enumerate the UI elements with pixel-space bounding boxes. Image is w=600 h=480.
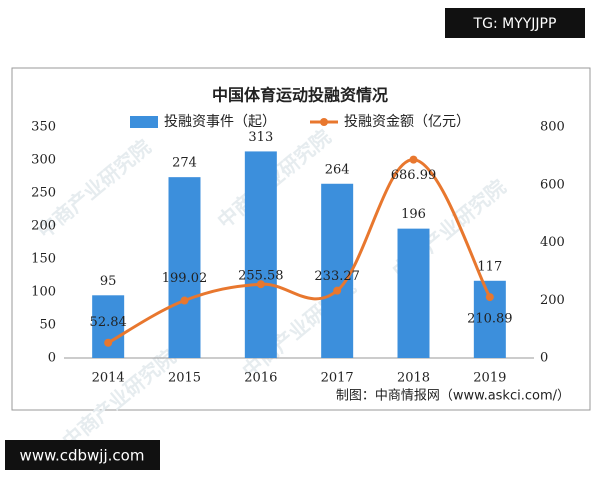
line-value-label: 52.84 [90,315,127,330]
line-value-label: 210.89 [467,312,513,327]
legend-label: 投融资事件（起） [164,114,276,130]
chart-frame [11,67,591,411]
y-tick-label: 150 [31,252,56,267]
line-value-label: 199.02 [162,271,208,286]
legend-swatch [130,116,158,128]
bar-value-label: 264 [325,162,350,177]
legend-dot [320,118,328,126]
x-tick-label: 2019 [473,371,506,386]
line-value-label: 255.58 [238,269,284,284]
y2-tick-label: 0 [540,351,548,366]
x-tick-label: 2016 [244,371,277,386]
x-tick-label: 2018 [397,371,430,386]
line-point [485,293,494,302]
bar-value-label: 274 [172,156,197,171]
bottom-left-badge [5,440,160,470]
x-tick-label: 2015 [168,371,201,386]
source-note: 制图：中商情报网（www.askci.com/） [336,389,570,404]
top-right-text: TG: MYYJJPP [473,16,557,32]
y-tick-label: 200 [31,219,56,234]
y2-tick-label: 200 [540,293,565,308]
x-tick-label: 2017 [321,371,354,386]
x-tick-label: 2014 [92,371,125,386]
bar [244,151,277,358]
y2-tick-label: 400 [540,235,565,250]
y-tick-label: 300 [31,153,56,168]
y2-tick-label: 800 [540,120,565,135]
bar-value-label: 95 [100,274,117,289]
top-right-badge [445,8,585,38]
line-point [409,155,418,164]
bar-value-label: 313 [248,130,273,145]
bar-value-label: 196 [401,207,426,222]
line-point [104,338,113,347]
legend-label: 投融资金额（亿元） [344,114,470,130]
chart-title: 中国体育运动投融资情况 [212,86,388,105]
y-tick-label: 250 [31,186,56,201]
y2-tick-label: 600 [540,177,565,192]
bar [321,183,354,358]
y-tick-label: 50 [39,318,56,333]
bar [168,177,201,358]
bottom-left-text: www.cdbwjj.com [20,447,145,465]
bar [92,295,125,358]
bar [397,228,430,358]
line-point [180,296,189,305]
line-value-label: 233.27 [314,269,360,284]
y-tick-label: 0 [48,351,56,366]
y-tick-label: 350 [31,120,56,135]
bar-value-label: 117 [477,259,502,274]
line-value-label: 686.99 [391,168,437,183]
line-point [333,286,342,295]
y-tick-label: 100 [31,285,56,300]
line-point [256,280,265,289]
